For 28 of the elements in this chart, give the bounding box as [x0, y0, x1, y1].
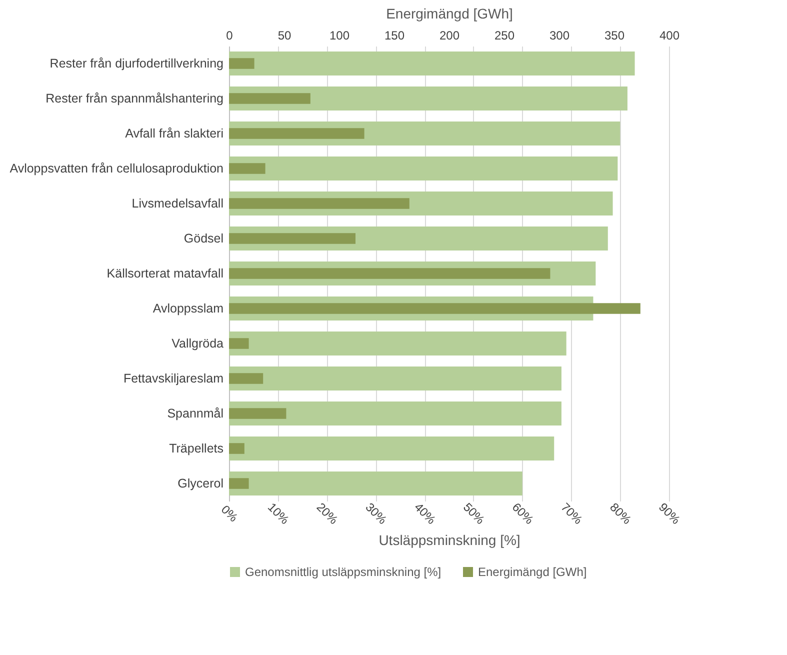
y-tick-label: Rester från djurfodertillverkning	[50, 56, 224, 70]
y-tick-label: Livsmedelsavfall	[132, 196, 224, 210]
y-tick-label: Avfall från slakteri	[125, 126, 224, 140]
y-tick-label: Avloppsslam	[152, 302, 224, 316]
x2-tick-label: 50	[278, 28, 292, 42]
y-tick-label: Källsorterat matavfall	[106, 266, 224, 280]
x2-tick-label: 150	[384, 28, 405, 42]
x2-tick-label: 250	[494, 28, 515, 42]
y-tick-label: Glycerol	[178, 476, 224, 490]
x2-tick-label: 400	[659, 28, 680, 42]
x2-tick-label: 100	[329, 28, 350, 42]
x2-tick-label: 200	[439, 28, 460, 42]
y-tick-label: Gödsel	[184, 232, 224, 246]
y-tick-label: Träpellets	[169, 442, 224, 456]
x2-axis-title: Energimängd [GWh]	[386, 6, 513, 22]
legend-label: Genomsnittlig utsläppsminskning [%]	[245, 565, 442, 579]
x-tick-label: 0%	[218, 502, 241, 525]
x-tick-label: 40%	[412, 500, 439, 528]
x2-tick-label: 300	[549, 28, 570, 42]
x2-tick-label: 0	[226, 28, 234, 42]
y-tick-label: Fettavskiljareslam	[123, 372, 224, 386]
y-tick-label: Spannmål	[167, 406, 224, 420]
y-tick-label: Rester från spannmålshantering	[46, 92, 224, 106]
x2-tick-label: 350	[604, 28, 625, 42]
legend-label: Energimängd [GWh]	[478, 565, 587, 579]
x-axis-title: Utsläppsminskning [%]	[378, 532, 520, 548]
y-tick-label: Avloppsvatten från cellulosaproduktion	[10, 162, 224, 176]
y-tick-label: Vallgröda	[172, 336, 224, 350]
